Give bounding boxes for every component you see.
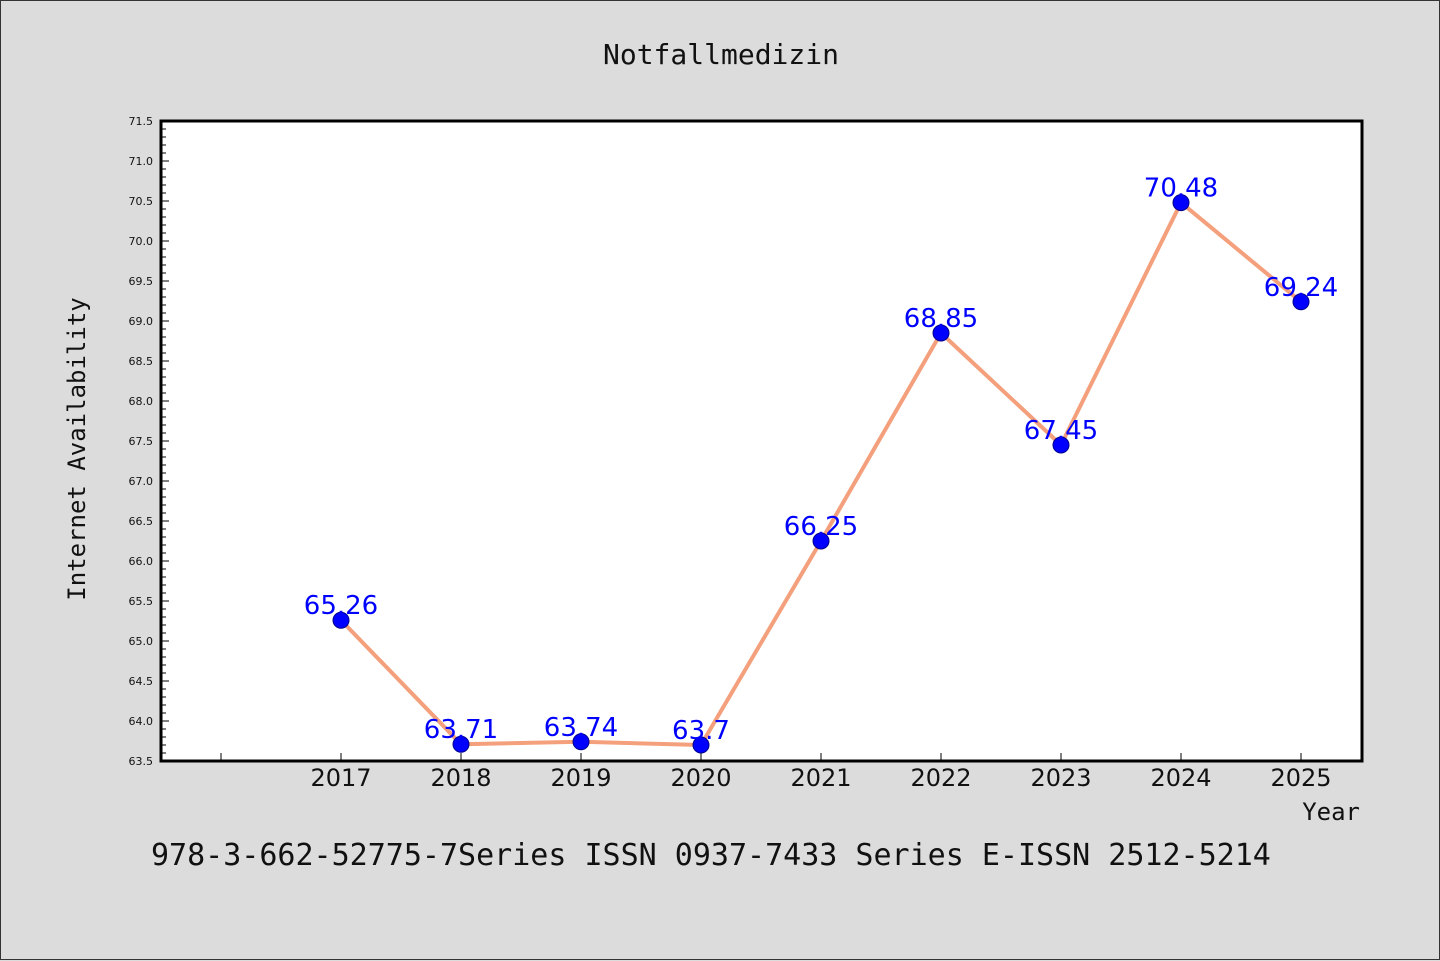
y-tick-label: 69.0 xyxy=(129,315,154,328)
x-axis: 2017 2018 2019 2020 2021 2022 2023 2024 2025 xyxy=(220,753,1332,792)
data-point xyxy=(452,735,470,753)
y-axis: 63.5 64.0 64.5 65.0 65.5 66.0 66.5 67.0 67.5 68.0… xyxy=(129,115,169,768)
data-label: 68.85 xyxy=(904,304,978,334)
x-tick-label: 2023 xyxy=(1030,764,1091,792)
x-axis-title: Year xyxy=(1302,798,1360,826)
x-tick-label: 2022 xyxy=(910,764,971,792)
data-label: 63.71 xyxy=(424,715,498,745)
y-tick-label: 70.5 xyxy=(129,195,154,208)
plot-area xyxy=(159,119,1364,763)
y-tick-label: 71.0 xyxy=(129,155,154,168)
y-tick-label: 67.0 xyxy=(129,475,154,488)
data-label: 66.25 xyxy=(784,512,858,542)
data-label: 63.74 xyxy=(544,713,618,743)
x-tick-label: 2024 xyxy=(1150,764,1211,792)
y-axis-title: Internet Availability xyxy=(63,297,91,600)
footer-text: 978-3-662-52775-7Series ISSN 0937-7433 S… xyxy=(151,838,1271,873)
y-tick-label: 63.5 xyxy=(129,755,154,768)
data-point xyxy=(1172,194,1190,212)
y-tick-label: 65.5 xyxy=(129,595,154,608)
data-labels: 65.26 63.71 63.74 63.7 66.25 68.85 67.45 70.48 6… xyxy=(304,174,1338,746)
x-tick-label: 2021 xyxy=(790,764,851,792)
y-tick-label: 66.0 xyxy=(129,555,154,568)
data-point xyxy=(812,532,830,550)
data-label: 70.48 xyxy=(1144,174,1218,204)
x-tick-label: 2019 xyxy=(550,764,611,792)
y-tick-label: 66.5 xyxy=(129,515,154,528)
y-tick-label: 64.0 xyxy=(129,715,154,728)
y-tick-label: 70.0 xyxy=(129,235,154,248)
data-point xyxy=(332,611,350,629)
y-tick-label: 67.5 xyxy=(129,435,154,448)
data-point xyxy=(692,736,710,754)
y-tick-label: 65.0 xyxy=(129,635,154,648)
data-point xyxy=(1052,436,1070,454)
y-tick-label: 68.0 xyxy=(129,395,154,408)
data-label: 69.24 xyxy=(1264,273,1338,303)
y-tick-label: 71.5 xyxy=(129,115,154,128)
x-tick-label: 2025 xyxy=(1270,764,1331,792)
x-tick-label: 2017 xyxy=(310,764,371,792)
y-tick-label: 64.5 xyxy=(129,675,154,688)
data-label: 67.45 xyxy=(1024,416,1098,446)
data-point xyxy=(572,733,590,751)
data-point xyxy=(932,324,950,342)
data-point xyxy=(1292,293,1310,311)
data-markers xyxy=(332,194,1310,754)
y-tick-label: 69.5 xyxy=(129,275,154,288)
x-tick-label: 2020 xyxy=(670,764,731,792)
data-label: 63.7 xyxy=(672,716,730,746)
data-label: 65.26 xyxy=(304,591,378,621)
chart-title: Notfallmedizin xyxy=(603,38,839,71)
x-tick-label: 2018 xyxy=(430,764,491,792)
y-tick-label: 68.5 xyxy=(129,355,154,368)
